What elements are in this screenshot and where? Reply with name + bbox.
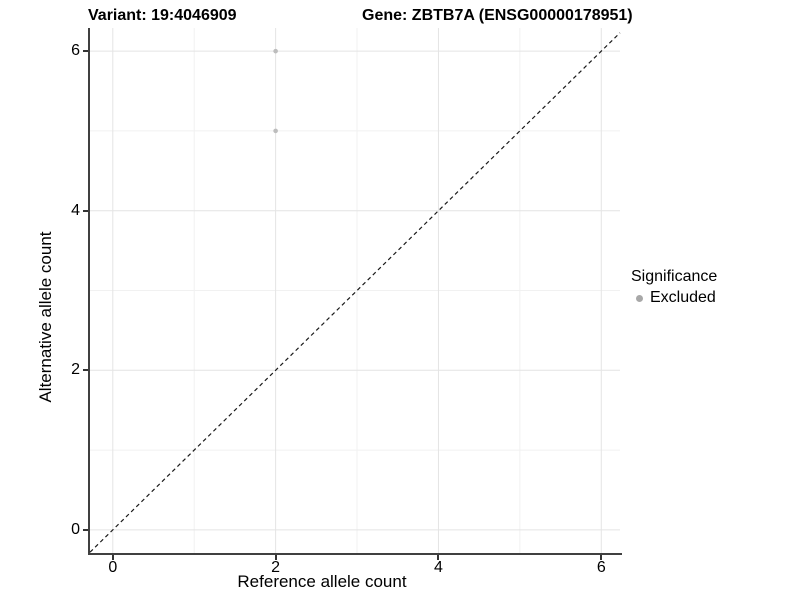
data-point: [273, 128, 278, 134]
legend-point-icon: [636, 294, 643, 302]
x-tick-mark: [437, 555, 440, 560]
identity-reference-line: [89, 32, 621, 553]
y-tick-mark: [83, 209, 88, 212]
y-tick-mark: [83, 528, 88, 531]
y-axis-title: Alternative allele count: [36, 231, 55, 403]
plot-title-gene: Gene: ZBTB7A (ENSG00000178951): [362, 7, 633, 24]
plot-title-variant: Variant: 19:4046909: [88, 7, 237, 24]
x-tick-label: 6: [596, 559, 606, 576]
y-tick-label: 4: [71, 201, 80, 219]
x-axis-line: [88, 553, 622, 555]
y-tick-label: 2: [71, 361, 80, 379]
legend-entry-label: Excluded: [650, 289, 716, 306]
legend-entry-excluded: Excluded: [631, 289, 796, 307]
plot-panel: [89, 28, 621, 553]
y-tick-label: 6: [71, 42, 80, 60]
legend-title: Significance: [631, 268, 718, 285]
x-tick-label: 2: [271, 559, 281, 576]
x-tick-mark: [274, 555, 277, 560]
x-tick-mark: [600, 555, 603, 560]
y-tick-mark: [83, 369, 88, 372]
y-axis-line: [88, 28, 90, 555]
x-tick-mark: [111, 555, 114, 560]
x-tick-label: 4: [433, 559, 443, 576]
plot-panel-canvas: [89, 28, 621, 553]
y-tick-label: 0: [71, 520, 80, 538]
legend: Significance Excluded: [631, 267, 796, 307]
x-axis-title: Reference allele count: [237, 572, 407, 591]
y-tick-mark: [83, 50, 88, 53]
data-point: [273, 48, 278, 54]
x-tick-label: 0: [108, 559, 118, 576]
